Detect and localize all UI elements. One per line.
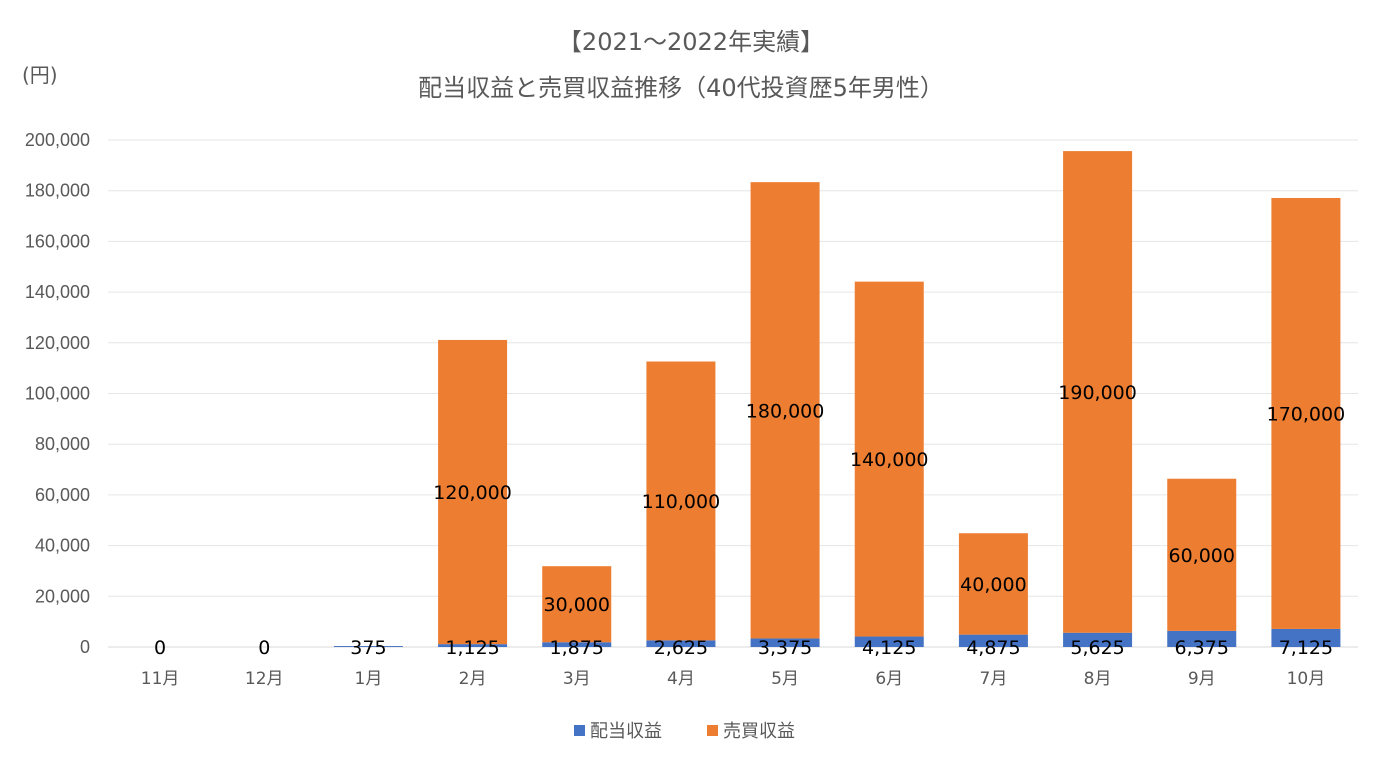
x-tick-label: 2月 — [459, 669, 487, 689]
bar-trading — [1271, 197, 1341, 629]
x-tick-label: 7月 — [980, 669, 1008, 689]
bar-trading — [542, 566, 612, 643]
bar-dividend — [750, 638, 820, 647]
x-tick-label: 3月 — [563, 669, 591, 689]
x-tick-label: 11月 — [141, 669, 180, 689]
y-tick-label: 40,000 — [35, 536, 90, 556]
bar-dividend — [1167, 630, 1237, 647]
data-label-trading: 60,000 — [1169, 545, 1235, 567]
data-label-trading: 30,000 — [544, 594, 610, 616]
bar-dividend — [542, 642, 612, 647]
bar-dividend — [646, 640, 716, 647]
y-tick-label: 180,000 — [25, 181, 90, 201]
data-label-dividend: 5,625 — [1070, 637, 1124, 659]
data-label-dividend: 6,375 — [1175, 637, 1229, 659]
data-label-dividend: 0 — [258, 637, 270, 659]
x-tick-label: 5月 — [771, 669, 799, 689]
data-label-trading: 140,000 — [850, 449, 929, 471]
bar-trading — [1063, 151, 1133, 633]
data-labels: 0 0 375 120,000 1,125 30,000 1,875 110,000 2,625… — [154, 382, 1345, 659]
data-label-trading: 170,000 — [1267, 403, 1346, 425]
data-label-dividend: 7,125 — [1279, 637, 1333, 659]
bars — [333, 151, 1341, 647]
y-tick-label: 60,000 — [35, 485, 90, 505]
chart-subtitle: 配当収益と売買収益推移（40代投資歴5年男性） — [418, 74, 944, 102]
x-axis-ticks: 11月 12月 1月 2月 3月 4月 5月 6月 7月 8月 9月 10月 — [141, 669, 1325, 689]
data-label-trading: 190,000 — [1058, 382, 1137, 404]
y-tick-label: 80,000 — [35, 434, 90, 454]
x-tick-label: 4月 — [667, 669, 695, 689]
bar-dividend — [958, 634, 1028, 647]
bar-trading — [438, 339, 508, 645]
x-tick-label: 9月 — [1188, 669, 1216, 689]
bar-dividend — [1271, 628, 1341, 647]
gridlines — [108, 139, 1358, 648]
bar-dividend — [854, 636, 924, 647]
data-label-dividend: 4,875 — [966, 637, 1020, 659]
data-label-trading: 180,000 — [746, 400, 825, 422]
x-tick-label: 1月 — [355, 669, 383, 689]
data-label-dividend: 1,875 — [550, 637, 604, 659]
data-label-dividend: 4,125 — [862, 637, 916, 659]
data-label-dividend: 0 — [154, 637, 166, 659]
bar-trading — [854, 281, 924, 637]
y-tick-label: 200,000 — [25, 130, 90, 150]
y-tick-label: 140,000 — [25, 282, 90, 302]
legend-swatch — [574, 725, 585, 736]
y-axis-ticks: 0 20,000 40,000 60,000 80,000 100,000 120,000 1… — [25, 130, 90, 657]
y-tick-label: 100,000 — [25, 384, 90, 404]
bar-trading — [646, 361, 716, 641]
y-tick-label: 20,000 — [35, 586, 90, 606]
data-label-dividend: 2,625 — [654, 637, 708, 659]
y-tick-label: 0 — [80, 637, 90, 657]
bar-dividend — [333, 646, 403, 647]
bar-dividend — [1063, 632, 1133, 647]
legend-label: 配当収益 — [590, 721, 662, 742]
chart-title: 【2021～2022年実績】 — [558, 28, 824, 56]
x-tick-label: 6月 — [875, 669, 903, 689]
x-tick-label: 12月 — [245, 669, 284, 689]
y-axis-label: (円) — [22, 63, 58, 87]
x-tick-label: 8月 — [1084, 669, 1112, 689]
y-tick-label: 160,000 — [25, 231, 90, 251]
data-label-dividend: 375 — [350, 637, 386, 659]
legend-swatch — [707, 725, 718, 736]
x-tick-label: 10月 — [1287, 669, 1326, 689]
bar-trading — [1167, 478, 1237, 631]
bar-trading — [958, 533, 1028, 635]
data-label-dividend: 1,125 — [445, 637, 499, 659]
legend-label: 売買収益 — [723, 721, 795, 742]
legend: 配当収益 売買収益 — [574, 721, 795, 742]
data-label-trading: 110,000 — [642, 491, 721, 513]
data-label-trading: 40,000 — [960, 574, 1026, 596]
y-tick-label: 120,000 — [25, 333, 90, 353]
bar-dividend — [438, 644, 508, 647]
data-label-trading: 120,000 — [433, 482, 512, 504]
data-label-dividend: 3,375 — [758, 637, 812, 659]
bar-trading — [750, 182, 820, 639]
